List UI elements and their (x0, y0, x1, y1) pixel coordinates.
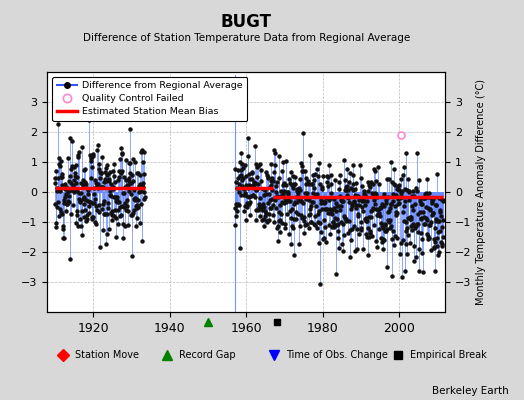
Text: BUGT: BUGT (221, 13, 272, 31)
Y-axis label: Monthly Temperature Anomaly Difference (°C): Monthly Temperature Anomaly Difference (… (476, 79, 486, 305)
Legend: Difference from Regional Average, Quality Control Failed, Estimated Station Mean: Difference from Regional Average, Qualit… (52, 77, 247, 121)
Text: Record Gap: Record Gap (179, 350, 235, 360)
Text: Station Move: Station Move (75, 350, 139, 360)
Text: Empirical Break: Empirical Break (410, 350, 486, 360)
Text: Difference of Station Temperature Data from Regional Average: Difference of Station Temperature Data f… (83, 33, 410, 43)
Text: Berkeley Earth: Berkeley Earth (432, 386, 508, 396)
Text: Time of Obs. Change: Time of Obs. Change (286, 350, 388, 360)
